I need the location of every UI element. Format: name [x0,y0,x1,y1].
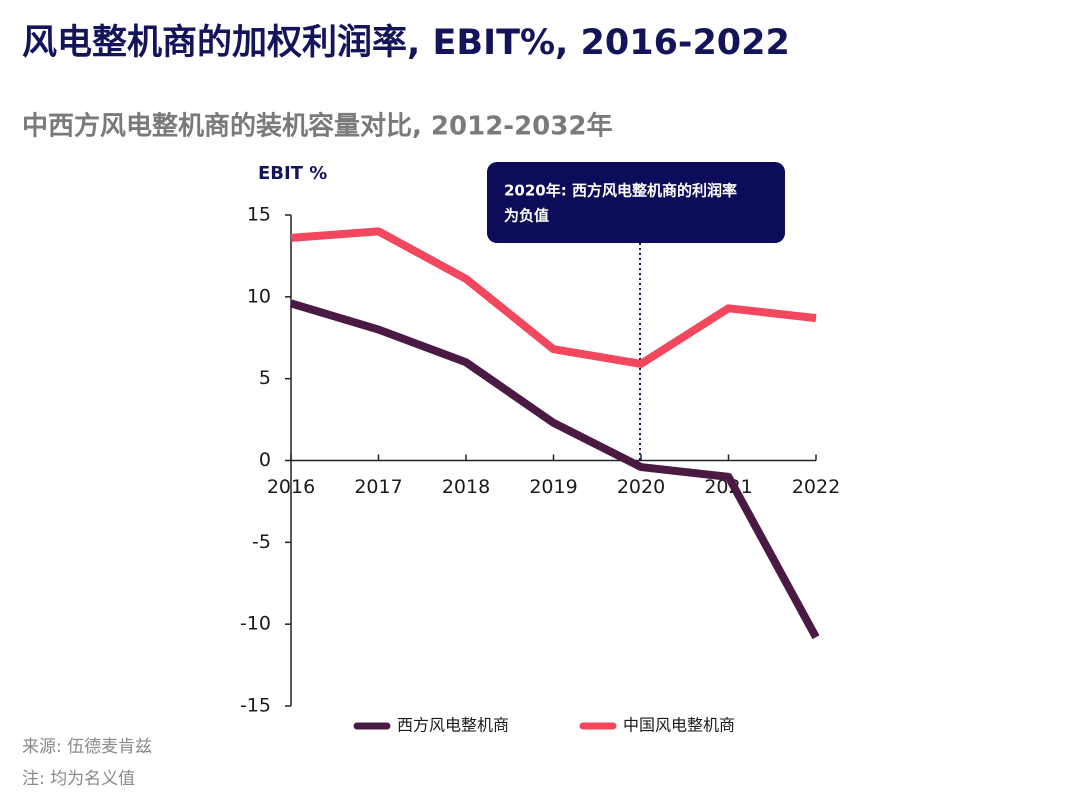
y-tick-label: -15 [240,695,271,717]
series-line [289,299,820,640]
annotation-text: 为负值 [504,207,549,225]
annotation-text: 2020年: 西方风电整机商的利润率 [504,182,737,200]
chart-subtitle: 中西方风电整机商的装机容量对比, 2012-2032年 [22,111,612,142]
footnote: 注: 均为名义值 [22,769,135,789]
x-tick-label: 2018 [442,476,490,498]
y-tick-label: 5 [259,367,271,389]
x-tick-label: 2017 [354,476,402,498]
x-tick-label: 2016 [267,476,315,498]
y-tick-label: -10 [240,613,271,635]
footnote: 来源: 伍德麦肯兹 [22,737,152,757]
series-line [290,227,817,368]
y-tick-label: 15 [247,204,271,226]
y-axis-label: EBIT % [258,163,327,184]
x-tick-label: 2020 [617,476,665,498]
y-tick-label: -5 [252,531,271,553]
y-tick-label: 0 [259,449,271,471]
annotation-box [487,162,785,243]
chart-title: 风电整机商的加权利润率, EBIT%, 2016-2022 [22,23,790,63]
y-tick-label: 10 [247,285,271,307]
legend-label: 中国风电整机商 [623,716,735,735]
x-tick-label: 2019 [529,476,577,498]
x-tick-label: 2022 [792,476,840,498]
legend-label: 西方风电整机商 [397,716,509,735]
